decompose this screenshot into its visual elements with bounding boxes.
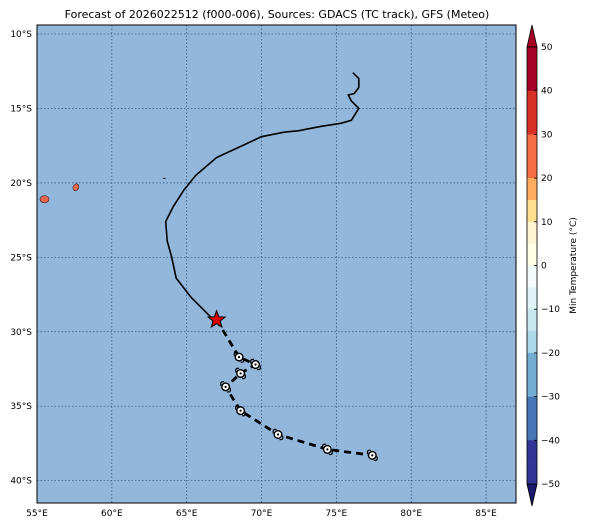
graticule [37, 25, 516, 503]
lat-tick-label: 40°S [10, 477, 32, 487]
colorbar: 50 40 30 20 10 0 −10 −20 −30 −40 −50 Min Temperatu… [526, 24, 579, 507]
colorbar-band [527, 112, 537, 135]
colorbar-band [527, 90, 537, 113]
reunion-island [39, 195, 50, 204]
cyclone-symbol-icon [235, 367, 247, 380]
lon-tick-label: 80°E [400, 509, 422, 519]
lat-tick-label: 30°S [10, 328, 32, 338]
lon-tick-label: 70°E [251, 509, 273, 519]
map-panel [36, 24, 517, 504]
longitude-tick-labels: 55°E 60°E 65°E 70°E 75°E 80°E 85°E [26, 509, 497, 519]
colorbar-band [527, 47, 537, 70]
colorbar-band [527, 265, 537, 288]
lat-tick-label: 35°S [10, 402, 32, 412]
colorbar-band [527, 68, 537, 91]
cyclone-symbol-icon [366, 449, 378, 462]
colorbar-tick-label: −10 [541, 305, 560, 315]
forecast-markers [220, 351, 378, 462]
past-track-line [164, 72, 360, 321]
lat-tick-label: 15°S [10, 104, 32, 114]
cyclone-symbol-icon [233, 351, 245, 363]
colorbar-bands [527, 47, 537, 485]
colorbar-band [527, 156, 537, 179]
colorbar-tick-label: 0 [541, 262, 547, 272]
cyclone-symbol-icon [321, 443, 333, 456]
mauritius-island [72, 183, 80, 192]
lat-tick-label: 10°S [10, 30, 32, 40]
colorbar-tick-label: 40 [541, 87, 553, 97]
colorbar-band [527, 331, 537, 354]
ocean-background [37, 25, 516, 503]
colorbar-band [527, 462, 537, 485]
colorbar-tick-label: −50 [541, 480, 560, 490]
cyclone-symbol-icon [235, 404, 247, 417]
colorbar-over-arrow [526, 24, 538, 48]
colorbar-band [527, 374, 537, 397]
colorbar-band [527, 134, 537, 157]
lon-tick-label: 85°E [475, 509, 497, 519]
colorbar-band [527, 352, 537, 376]
cyclone-symbol-icon [250, 358, 262, 371]
colorbar-band [527, 418, 537, 441]
colorbar-band [527, 243, 537, 266]
colorbar-band [527, 309, 537, 332]
cyclone-symbol-icon [220, 381, 232, 393]
colorbar-band [527, 221, 537, 244]
colorbar-tick-label: 10 [541, 218, 553, 228]
colorbar-tick-label: −30 [541, 393, 560, 403]
latitude-tick-labels: 10°S 15°S 20°S 25°S 30°S 35°S 40°S [10, 30, 32, 487]
colorbar-tick-label: −20 [541, 349, 560, 359]
colorbar-band [527, 396, 537, 419]
colorbar-label: Min Temperature (°C) [569, 217, 579, 314]
colorbar-band [527, 440, 537, 463]
lon-tick-label: 55°E [26, 509, 48, 519]
colorbar-tick-label: 20 [541, 174, 553, 184]
colorbar-band [527, 178, 537, 201]
lat-tick-label: 25°S [10, 253, 32, 263]
colorbar-band [527, 287, 537, 310]
islands [39, 177, 166, 204]
map-frame [36, 24, 517, 504]
lon-tick-label: 65°E [176, 509, 198, 519]
colorbar-tick-label: −40 [541, 436, 560, 446]
cyclone-symbol-icon [272, 428, 284, 441]
colorbar-band [527, 199, 537, 223]
colorbar-tick-label: 30 [541, 130, 553, 140]
colorbar-under-arrow [526, 483, 538, 507]
lon-tick-label: 75°E [326, 509, 348, 519]
colorbar-ticks: 50 40 30 20 10 0 −10 −20 −30 −40 −50 [534, 43, 560, 490]
lat-tick-label: 20°S [10, 179, 32, 189]
figure-title: Forecast of 2026022512 (f000-006), Sourc… [65, 8, 490, 21]
lon-tick-label: 60°E [101, 509, 123, 519]
current-position-star-icon [206, 309, 227, 329]
colorbar-tick-label: 50 [541, 43, 553, 53]
